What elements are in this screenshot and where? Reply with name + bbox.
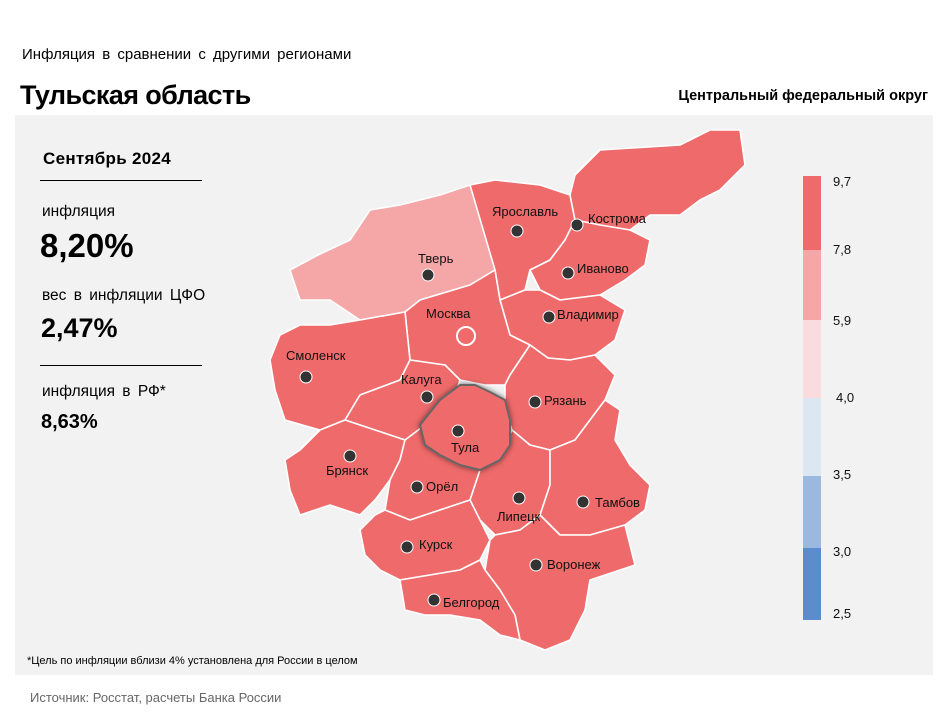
city-dot-yaroslavl bbox=[510, 224, 524, 238]
footnote: *Цель по инфляции вблизи 4% установлена … bbox=[27, 655, 358, 667]
legend-tick: 3,0 bbox=[833, 544, 851, 559]
city-dot-lipetsk bbox=[512, 491, 526, 505]
city-label-tula: Тула bbox=[451, 440, 480, 455]
city-dot-orel bbox=[410, 480, 424, 494]
city-label-yaroslavl: Ярославль bbox=[492, 204, 558, 219]
legend-band-3 bbox=[803, 320, 821, 398]
divider bbox=[40, 180, 202, 181]
legend-band-2 bbox=[803, 250, 821, 320]
city-dot-bryansk bbox=[343, 449, 357, 463]
city-label-lipetsk: Липецк bbox=[497, 509, 541, 524]
moscow-marker bbox=[456, 326, 476, 346]
info-panel: Сентябрь 2024 инфляция 8,20% вес в инфля… bbox=[15, 115, 215, 675]
inflation-value: 8,20% bbox=[40, 227, 134, 264]
divider bbox=[40, 365, 202, 366]
city-label-ivanovo: Иваново bbox=[577, 261, 629, 276]
inflation-label: инфляция bbox=[42, 203, 115, 220]
city-dot-tver bbox=[421, 268, 435, 282]
region-ivanovo bbox=[529, 219, 651, 301]
city-dot-smolensk bbox=[299, 370, 313, 384]
city-label-kursk: Курск bbox=[419, 537, 453, 552]
region-belgorod bbox=[399, 559, 521, 641]
city-dot-ivanovo bbox=[561, 266, 575, 280]
legend-tick: 7,8 bbox=[833, 242, 851, 257]
city-dot-tula bbox=[451, 424, 465, 438]
legend-tick: 3,5 bbox=[833, 467, 851, 482]
city-label-smolensk: Смоленск bbox=[286, 348, 346, 363]
legend-band-5 bbox=[803, 476, 821, 548]
weight-value: 2,47% bbox=[41, 313, 118, 343]
city-label-vladimir: Владимир bbox=[557, 307, 619, 322]
city-label-tver: Тверь bbox=[418, 251, 454, 266]
month-label: Сентябрь 2024 bbox=[43, 149, 172, 168]
legend-tick: 4,0 bbox=[836, 390, 854, 405]
city-dot-ryazan bbox=[528, 395, 542, 409]
legend-tick: 9,7 bbox=[833, 174, 851, 189]
city-label-orel: Орёл bbox=[426, 479, 458, 494]
city-dot-kaluga bbox=[420, 390, 434, 404]
city-label-belgorod: Белгород bbox=[443, 595, 500, 610]
city-label-tambov: Тамбов bbox=[595, 495, 640, 510]
city-dot-tambov bbox=[576, 495, 590, 509]
legend-band-1 bbox=[803, 176, 821, 250]
city-label-moscow: Москва bbox=[426, 306, 471, 321]
legend-band-4 bbox=[803, 398, 821, 476]
city-label-bryansk: Брянск bbox=[326, 463, 368, 478]
district-label: Центральный федеральный округ bbox=[678, 88, 928, 104]
city-label-ryazan: Рязань bbox=[544, 393, 587, 408]
weight-label: вес в инфляции ЦФО bbox=[42, 287, 206, 304]
city-label-kostroma: Кострома bbox=[588, 211, 647, 226]
page-subtitle: Инфляция в сравнении с другими регионами bbox=[22, 46, 352, 63]
city-dot-voronezh bbox=[529, 558, 543, 572]
legend-tick: 5,9 bbox=[833, 313, 851, 328]
source-note: Источник: Росстат, расчеты Банка России bbox=[30, 690, 282, 705]
region-tula bbox=[419, 384, 511, 471]
city-dot-kursk bbox=[400, 540, 414, 554]
city-dot-kostroma bbox=[570, 218, 584, 232]
city-dot-vladimir bbox=[542, 310, 556, 324]
legend-tick: 2,5 bbox=[833, 606, 851, 621]
city-label-kaluga: Калуга bbox=[401, 372, 442, 387]
page-title: Тульская область bbox=[20, 80, 251, 110]
rf-inflation-label: инфляция в РФ* bbox=[42, 383, 166, 400]
city-dot-belgorod bbox=[427, 593, 441, 607]
city-label-voronezh: Воронеж bbox=[547, 557, 601, 572]
legend-band-6 bbox=[803, 548, 821, 620]
legend-scale: 9,7 7,8 5,9 4,0 3,5 3,0 2,5 bbox=[803, 174, 854, 621]
rf-inflation-value: 8,63% bbox=[41, 411, 98, 433]
